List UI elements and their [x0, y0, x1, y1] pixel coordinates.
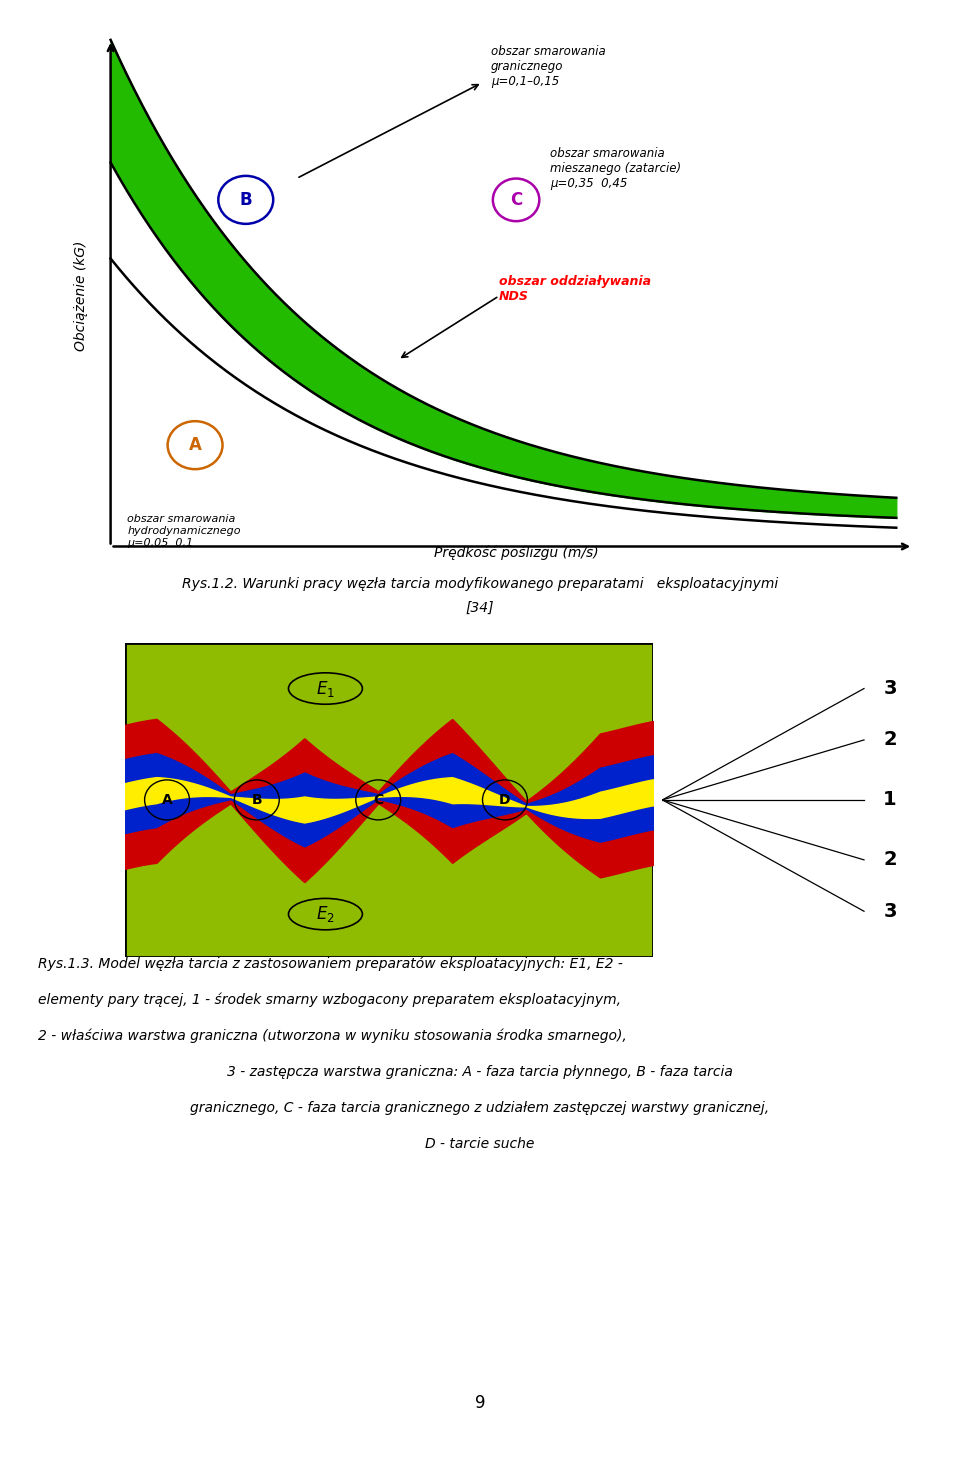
Text: 3 - zastępcza warstwa graniczna: A - faza tarcia płynnego, B - faza tarcia: 3 - zastępcza warstwa graniczna: A - faz… — [228, 1065, 732, 1080]
Text: B: B — [239, 191, 252, 209]
Text: [34]: [34] — [466, 600, 494, 615]
Text: 3: 3 — [883, 679, 897, 698]
Text: 9: 9 — [475, 1394, 485, 1411]
Text: A: A — [188, 437, 202, 454]
Text: granicznego, C - faza tarcia granicznego z udziałem zastępczej warstwy graniczne: granicznego, C - faza tarcia granicznego… — [190, 1102, 770, 1115]
Text: D - tarcie suche: D - tarcie suche — [425, 1137, 535, 1151]
Text: $E_2$: $E_2$ — [316, 904, 335, 925]
Text: Prędkość poślizgu (m/s): Prędkość poślizgu (m/s) — [434, 545, 598, 560]
Text: D: D — [499, 793, 511, 806]
Text: Rys.1.3. Model węzła tarcia z zastosowaniem preparatów eksploatacyjnych: E1, E2 : Rys.1.3. Model węzła tarcia z zastosowan… — [37, 957, 623, 972]
Text: 2: 2 — [883, 730, 897, 749]
Text: Obciążenie (kG): Obciążenie (kG) — [74, 241, 88, 351]
Text: B: B — [252, 793, 262, 806]
Text: Rys.1.2. Warunki pracy węzła tarcia modyfikowanego preparatami   eksploatacyjnym: Rys.1.2. Warunki pracy węzła tarcia mody… — [181, 577, 779, 592]
Text: 1: 1 — [883, 790, 897, 809]
Text: C: C — [510, 191, 522, 209]
Text: C: C — [373, 793, 383, 806]
Text: 2 - właściwa warstwa graniczna (utworzona w wyniku stosowania środka smarnego),: 2 - właściwa warstwa graniczna (utworzon… — [37, 1029, 627, 1043]
Text: elementy pary trącej, 1 - środek smarny wzbogacony preparatem eksploatacyjnym,: elementy pary trącej, 1 - środek smarny … — [37, 993, 621, 1008]
Text: obszar smarowania
granicznego
µ=0,1–0,15: obszar smarowania granicznego µ=0,1–0,15 — [491, 45, 606, 88]
Text: A: A — [161, 793, 173, 806]
Text: obszar oddziaływania
NDS: obszar oddziaływania NDS — [499, 275, 651, 302]
Text: 3: 3 — [883, 901, 897, 920]
Text: obszar smarowania
hydrodynamicznego
µ=0,05  0,1: obszar smarowania hydrodynamicznego µ=0,… — [128, 514, 241, 548]
Text: obszar smarowania
mieszanego (zatarcie)
µ=0,35  0,45: obszar smarowania mieszanego (zatarcie) … — [550, 146, 681, 190]
Text: 2: 2 — [883, 850, 897, 869]
Text: $E_1$: $E_1$ — [316, 678, 335, 698]
